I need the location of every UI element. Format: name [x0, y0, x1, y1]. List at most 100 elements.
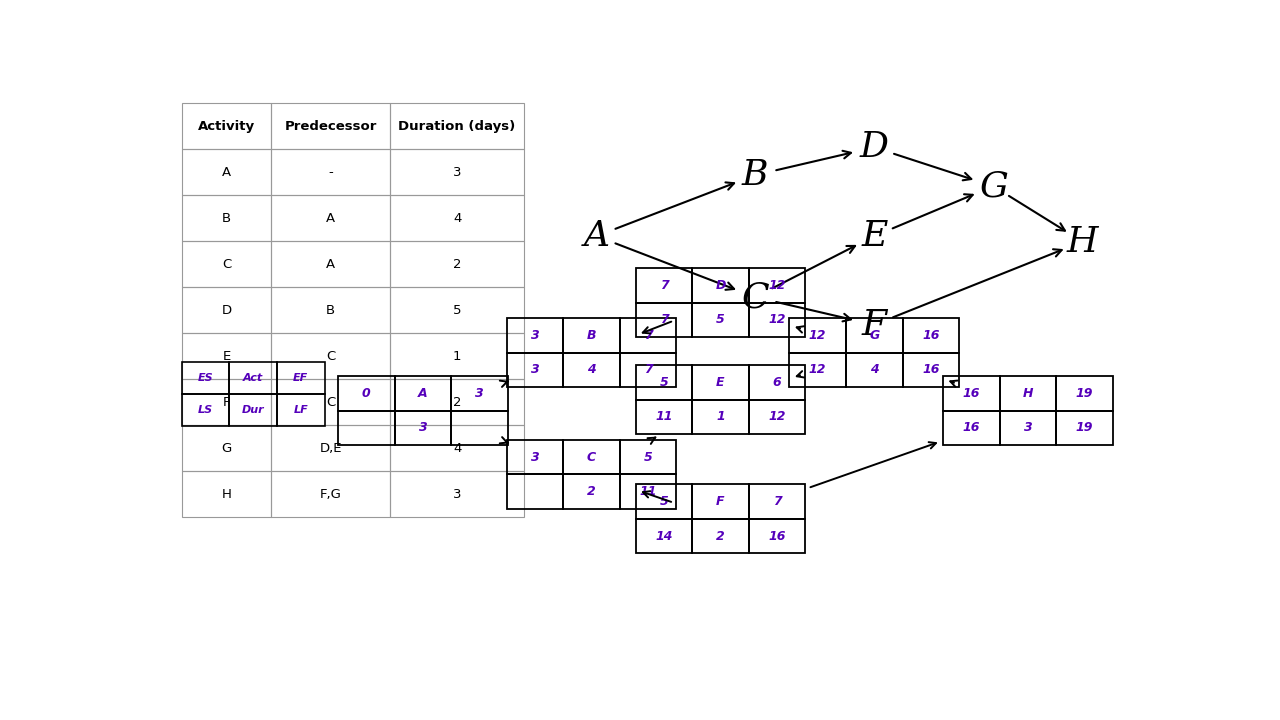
Bar: [229, 362, 276, 394]
Text: C: C: [741, 280, 769, 314]
Text: 3: 3: [419, 421, 428, 434]
Bar: [507, 318, 563, 353]
Text: 2: 2: [588, 485, 596, 498]
Bar: [749, 400, 805, 434]
Bar: [229, 394, 276, 426]
Text: 11: 11: [655, 410, 673, 423]
Bar: [692, 365, 749, 400]
Bar: [790, 353, 846, 387]
Bar: [790, 318, 846, 353]
Bar: [390, 425, 524, 471]
Text: G: G: [869, 329, 879, 342]
Text: 4: 4: [870, 363, 878, 376]
Text: A: A: [584, 219, 609, 253]
Bar: [636, 269, 692, 302]
Bar: [749, 519, 805, 553]
Bar: [182, 394, 229, 426]
Bar: [507, 440, 563, 474]
Bar: [390, 149, 524, 195]
Text: 3: 3: [531, 451, 539, 464]
Bar: [451, 377, 508, 410]
Bar: [749, 302, 805, 337]
Text: 11: 11: [639, 485, 657, 498]
Bar: [563, 353, 620, 387]
Bar: [276, 362, 325, 394]
Text: 19: 19: [1075, 387, 1093, 400]
Text: 1: 1: [453, 350, 461, 363]
Bar: [390, 241, 524, 287]
Bar: [271, 149, 390, 195]
Text: B: B: [586, 329, 596, 342]
Bar: [338, 410, 394, 445]
Bar: [182, 362, 229, 394]
Bar: [692, 519, 749, 553]
Bar: [271, 379, 390, 425]
Bar: [507, 353, 563, 387]
Bar: [394, 377, 451, 410]
Text: A: A: [419, 387, 428, 400]
Bar: [749, 365, 805, 400]
Bar: [182, 471, 271, 517]
Bar: [902, 318, 959, 353]
Text: 5: 5: [644, 451, 653, 464]
Text: 5: 5: [659, 495, 668, 508]
Text: A: A: [221, 166, 230, 179]
Text: 5: 5: [716, 313, 724, 326]
Text: F,G: F,G: [320, 487, 342, 500]
Text: B: B: [742, 158, 768, 192]
Text: D: D: [221, 304, 232, 317]
Text: 3: 3: [531, 329, 539, 342]
Bar: [271, 333, 390, 379]
Text: H: H: [1023, 387, 1033, 400]
Text: 4: 4: [453, 212, 461, 225]
Text: 3: 3: [453, 487, 461, 500]
Bar: [271, 103, 390, 149]
Bar: [563, 474, 620, 509]
Text: C: C: [326, 350, 335, 363]
Text: 2: 2: [453, 258, 461, 271]
Bar: [271, 425, 390, 471]
Bar: [620, 353, 676, 387]
Bar: [563, 318, 620, 353]
Bar: [846, 353, 902, 387]
Text: LS: LS: [198, 405, 214, 415]
Bar: [620, 440, 676, 474]
Text: E: E: [223, 350, 230, 363]
Text: 4: 4: [453, 441, 461, 454]
Text: -: -: [328, 166, 333, 179]
Text: D,E: D,E: [320, 441, 342, 454]
Text: Predecessor: Predecessor: [284, 120, 376, 132]
Text: D: D: [860, 130, 888, 164]
Bar: [636, 400, 692, 434]
Bar: [636, 365, 692, 400]
Bar: [271, 241, 390, 287]
Text: D: D: [716, 279, 726, 292]
Text: C: C: [326, 395, 335, 409]
Bar: [636, 485, 692, 519]
Text: A: A: [326, 212, 335, 225]
Text: 3: 3: [453, 166, 461, 179]
Bar: [692, 269, 749, 302]
Bar: [1056, 377, 1112, 410]
Text: F: F: [223, 395, 230, 409]
Text: 3: 3: [475, 387, 484, 400]
Text: 3: 3: [1024, 421, 1033, 434]
Bar: [1056, 410, 1112, 445]
Text: Activity: Activity: [198, 120, 255, 132]
Text: 16: 16: [963, 421, 980, 434]
Bar: [271, 195, 390, 241]
Text: 12: 12: [768, 279, 786, 292]
Bar: [636, 302, 692, 337]
Bar: [620, 474, 676, 509]
Text: 16: 16: [922, 329, 940, 342]
Bar: [692, 485, 749, 519]
Bar: [692, 400, 749, 434]
Bar: [943, 377, 1000, 410]
Bar: [390, 471, 524, 517]
Text: 16: 16: [768, 529, 786, 542]
Text: G: G: [221, 441, 232, 454]
Bar: [390, 333, 524, 379]
Bar: [182, 241, 271, 287]
Bar: [394, 410, 451, 445]
Text: 5: 5: [453, 304, 461, 317]
